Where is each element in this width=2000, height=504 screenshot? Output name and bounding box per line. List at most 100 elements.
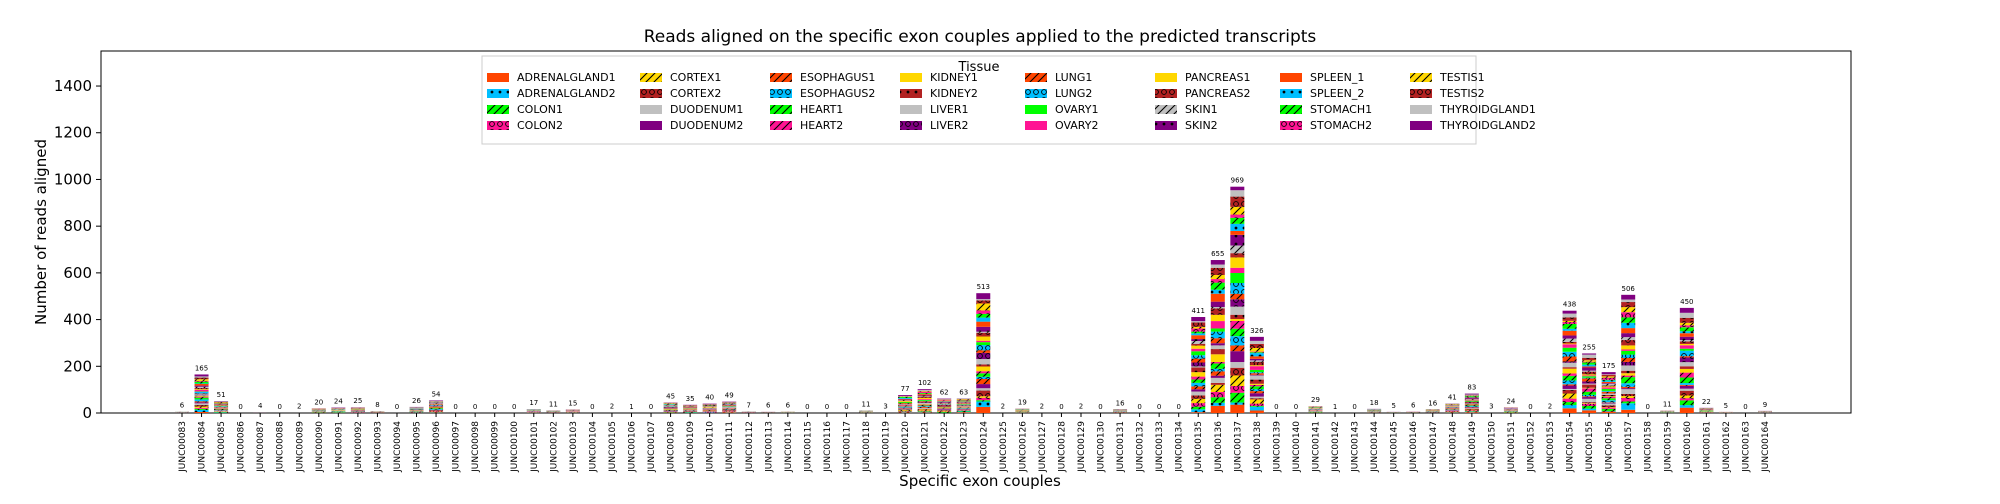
bar-segment — [1563, 335, 1577, 338]
bar-segment — [1211, 338, 1225, 343]
bar-segment — [664, 408, 678, 409]
bar-segment — [195, 397, 209, 398]
x-tick-label: JUNC00098 — [471, 421, 481, 473]
bar-segment — [976, 371, 990, 373]
x-tick-label: JUNC00136 — [1214, 421, 1224, 473]
bar-segment — [918, 389, 932, 390]
bar-segment — [664, 408, 678, 409]
bar-segment — [1621, 396, 1635, 398]
bar-segment — [898, 411, 912, 412]
bar-segment — [1563, 344, 1577, 347]
bar-segment — [918, 392, 932, 393]
y-tick-label: 400 — [63, 311, 92, 329]
x-tick-label: JUNC00092 — [354, 421, 364, 473]
bar-segment — [937, 402, 951, 403]
bar-segment — [918, 400, 932, 401]
bar-JUNC00138 — [1250, 337, 1264, 413]
bar-segment — [195, 401, 209, 402]
bar-JUNC00160 — [1680, 308, 1694, 413]
legend-entry-label: LIVER1 — [930, 103, 969, 116]
bar-segment — [1465, 408, 1479, 409]
legend-entry-label: OVARY2 — [1055, 119, 1098, 132]
x-tick-label: JUNC00153 — [1546, 421, 1556, 473]
bar-segment — [1230, 224, 1244, 231]
x-tick-label: JUNC00116 — [823, 421, 833, 473]
bar-segment — [1230, 294, 1244, 299]
bar-segment — [1230, 315, 1244, 319]
bar-segment — [703, 412, 717, 413]
bar-value-label: 0 — [238, 403, 242, 411]
x-tick-label: JUNC00118 — [862, 421, 872, 473]
bar-segment — [1250, 344, 1264, 348]
bar-segment — [214, 404, 228, 405]
bar-segment — [1230, 187, 1244, 191]
bar-segment — [1211, 328, 1225, 331]
bar-value-label: 0 — [453, 403, 457, 411]
bar-segment — [1602, 391, 1616, 392]
bar-segment — [1602, 403, 1616, 404]
bar-segment — [1680, 327, 1694, 331]
bar-segment — [1211, 392, 1225, 397]
bar-segment — [1230, 268, 1244, 273]
x-tick-label: JUNC00145 — [1390, 421, 1400, 473]
bar-segment — [1563, 380, 1577, 384]
legend-swatch — [1280, 105, 1302, 114]
bar-segment — [1250, 356, 1264, 358]
bar-segment — [1621, 349, 1635, 350]
bar-segment — [898, 400, 912, 401]
x-tick-label: JUNC00100 — [510, 421, 520, 473]
bar-segment — [1563, 322, 1577, 324]
bar-value-label: 63 — [959, 388, 968, 396]
bar-segment — [1211, 315, 1225, 321]
bar-segment — [918, 395, 932, 396]
bar-segment — [1602, 376, 1616, 377]
legend-swatch — [640, 73, 662, 82]
bar-segment — [1563, 363, 1577, 367]
bar-segment — [195, 378, 209, 380]
bar-segment — [1465, 405, 1479, 406]
bar-segment — [898, 405, 912, 406]
bar-segment — [1621, 351, 1635, 355]
bar-segment — [1250, 386, 1264, 389]
bar-segment — [1230, 321, 1244, 329]
bar-value-label: 0 — [590, 403, 594, 411]
bar-segment — [1582, 360, 1596, 361]
bar-value-label: 5 — [1724, 402, 1728, 410]
bar-segment — [1582, 392, 1596, 395]
bar-segment — [195, 396, 209, 397]
x-tick-label: JUNC00109 — [686, 421, 696, 473]
bar-JUNC00124 — [976, 293, 990, 413]
bar-segment — [1465, 406, 1479, 407]
bar-value-label: 2 — [1548, 403, 1552, 411]
bar-segment — [1602, 397, 1616, 398]
bar-segment — [1211, 275, 1225, 279]
bar-segment — [1602, 405, 1616, 407]
bar-value-label: 24 — [1506, 397, 1515, 405]
bar-segment — [195, 402, 209, 403]
legend-entry-label: THYROIDGLAND2 — [1439, 119, 1536, 132]
x-tick-label: JUNC00090 — [315, 421, 325, 473]
bar-segment — [1250, 359, 1264, 361]
bar-segment — [1191, 349, 1205, 352]
bar-segment — [1230, 245, 1244, 253]
bar-segment — [195, 408, 209, 409]
legend-entry-label: HEART2 — [800, 119, 843, 132]
bar-segment — [1230, 386, 1244, 393]
x-tick-label: JUNC00088 — [276, 421, 286, 473]
bar-segment — [722, 407, 736, 408]
legend-swatch — [900, 73, 922, 82]
bar-value-label: 0 — [844, 403, 848, 411]
bar-value-label: 51 — [217, 391, 226, 399]
bar-segment — [1602, 409, 1616, 411]
x-tick-label: JUNC00142 — [1331, 421, 1341, 473]
bar-segment — [1621, 307, 1635, 312]
bar-value-label: 0 — [1528, 403, 1532, 411]
bar-JUNC00136 — [1211, 260, 1225, 413]
x-tick-label: JUNC00154 — [1566, 421, 1576, 473]
x-tick-label: JUNC00106 — [627, 421, 637, 473]
bar-segment — [1211, 332, 1225, 339]
bar-segment — [1211, 385, 1225, 392]
x-tick-label: JUNC00160 — [1683, 421, 1693, 473]
bar-segment — [1563, 361, 1577, 362]
bar-JUNC00161 — [1699, 408, 1713, 413]
